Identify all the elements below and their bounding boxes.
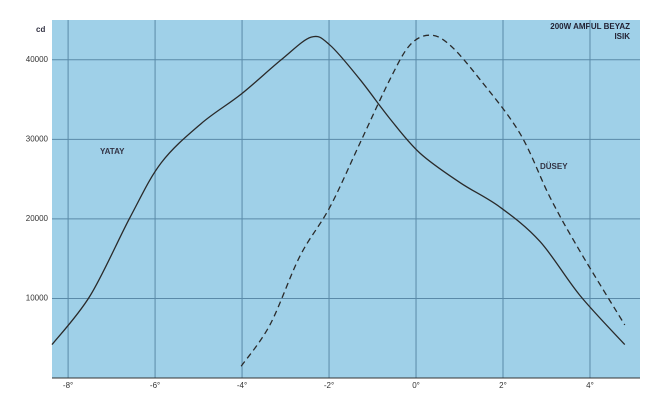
x-tick-label: -2° bbox=[324, 381, 334, 390]
x-tick-label: -8° bbox=[63, 381, 73, 390]
y-tick-label: 10000 bbox=[26, 294, 49, 303]
x-tick-label: -6° bbox=[150, 381, 160, 390]
series-label: YATAY bbox=[100, 147, 125, 156]
x-tick-label: 2° bbox=[499, 381, 507, 390]
x-tick-label: 4° bbox=[586, 381, 594, 390]
chart-title: 200W AMPUL BEYAZ ISIK bbox=[550, 22, 630, 41]
series-line bbox=[51, 35, 626, 346]
y-axis-label: cd bbox=[36, 25, 45, 34]
x-tick-label: 0° bbox=[412, 381, 420, 390]
plot-background bbox=[52, 20, 640, 378]
x-tick-label: -4° bbox=[237, 381, 247, 390]
series-label: DÜSEY bbox=[540, 162, 568, 171]
y-tick-label: 40000 bbox=[26, 55, 49, 64]
y-tick-label: 30000 bbox=[26, 134, 49, 143]
series-line bbox=[240, 34, 626, 367]
y-tick-label: 20000 bbox=[26, 214, 49, 223]
title-box: 200W AMPUL BEYAZ ISIK bbox=[550, 22, 630, 41]
